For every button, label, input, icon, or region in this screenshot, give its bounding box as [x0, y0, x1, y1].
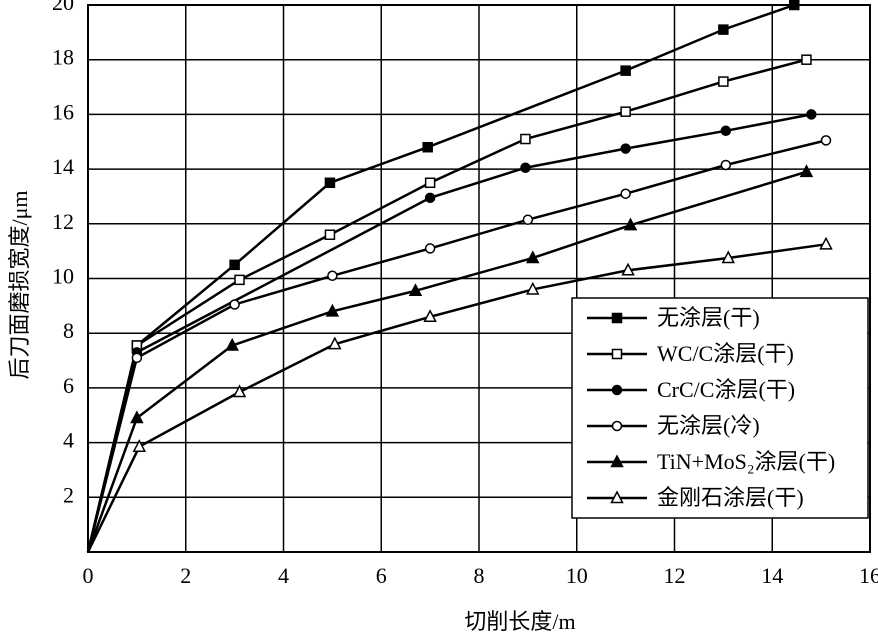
marker: [325, 303, 340, 317]
marker: [620, 65, 631, 76]
marker: [234, 274, 245, 286]
marker: [621, 262, 635, 276]
x-tick-label: 0: [83, 563, 94, 588]
marker: [623, 217, 638, 231]
marker: [788, 0, 800, 11]
marker: [522, 214, 534, 225]
marker: [423, 309, 437, 323]
marker: [819, 236, 833, 250]
legend-marker: [610, 454, 624, 468]
series-line: [86, 3, 795, 553]
legend-marker: [611, 420, 623, 432]
x-tick-label: 14: [761, 563, 783, 588]
marker: [720, 125, 732, 137]
marker: [520, 162, 531, 173]
x-tick-label: 10: [566, 563, 588, 588]
marker: [132, 439, 147, 452]
marker: [328, 336, 342, 350]
marker: [324, 229, 336, 240]
marker: [424, 192, 436, 204]
legend-marker: [610, 490, 624, 504]
marker: [327, 270, 338, 282]
x-tick-label: 2: [180, 563, 191, 588]
legend-label: CrC/C涂层(干): [657, 377, 795, 402]
marker: [820, 135, 832, 146]
legend-box: [571, 297, 869, 519]
y-tick-label: 18: [52, 45, 74, 70]
legend-marker: [611, 312, 623, 324]
marker: [806, 109, 817, 120]
series-line: [86, 170, 807, 553]
marker: [801, 54, 812, 65]
y-tick-label: 4: [63, 428, 74, 453]
marker: [620, 106, 631, 117]
y-tick-label: 16: [52, 99, 74, 124]
y-tick-label: 2: [63, 482, 74, 507]
marker: [718, 76, 729, 87]
x-tick-label: 12: [664, 563, 686, 588]
marker: [130, 410, 144, 424]
legend-marker: [611, 384, 623, 396]
x-tick-label: 6: [376, 563, 387, 588]
legend-label: TiN+MoS₂涂层(干): [657, 449, 835, 474]
x-tick-label: 4: [278, 563, 289, 588]
marker: [718, 24, 729, 35]
marker: [520, 133, 531, 145]
x-tick-label: 16: [859, 563, 878, 588]
marker: [422, 141, 433, 153]
marker: [799, 164, 814, 178]
y-tick-label: 6: [63, 373, 74, 398]
plot-frame: [87, 4, 871, 553]
x-tick-label: 8: [474, 563, 485, 588]
marker: [324, 177, 336, 189]
y-tick-label: 14: [52, 154, 74, 179]
marker: [620, 188, 631, 199]
y-axis-title: 后刀面磨损宽度/μm: [7, 190, 32, 379]
legend-label: 无涂层(冷): [657, 413, 760, 438]
marker: [526, 250, 540, 264]
marker: [229, 259, 240, 271]
marker: [225, 337, 239, 351]
y-tick-label: 20: [52, 0, 74, 15]
y-tick-label: 12: [52, 209, 74, 234]
legend-marker: [611, 348, 623, 360]
legend-label: WC/C涂层(干): [657, 341, 794, 366]
marker: [526, 281, 540, 295]
marker: [229, 299, 240, 310]
marker: [720, 159, 732, 171]
marker: [131, 352, 143, 364]
marker: [408, 283, 423, 297]
y-tick-label: 8: [63, 318, 74, 343]
marker: [620, 143, 631, 154]
marker: [232, 384, 247, 398]
legend-label: 无涂层(干): [657, 305, 760, 330]
marker: [721, 250, 736, 264]
marker: [424, 243, 436, 254]
legend-label: 金刚石涂层(干): [657, 485, 804, 510]
x-axis-title: 切削长度/m: [464, 609, 575, 634]
marker: [424, 177, 436, 189]
y-tick-label: 10: [52, 264, 74, 289]
